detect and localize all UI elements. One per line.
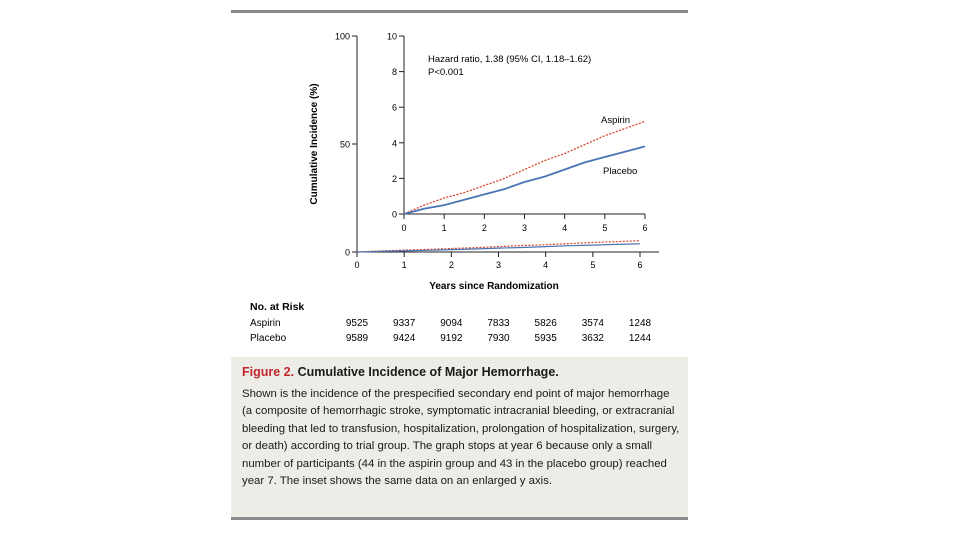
bottom-rule	[231, 517, 688, 520]
risk-value-placebo: 5935	[535, 333, 558, 344]
inset-x-tick-label: 2	[482, 223, 487, 233]
risk-value-aspirin: 5826	[535, 318, 558, 329]
main-x-tick-label: 4	[543, 260, 548, 270]
p-value-annotation: P<0.001	[428, 67, 464, 78]
risk-value-placebo: 9424	[393, 333, 416, 344]
inset-x-tick-label: 5	[602, 223, 607, 233]
inset-x-tick-label: 1	[442, 223, 447, 233]
risk-table-title: No. at Risk	[250, 301, 304, 313]
inset-y-tick-label: 8	[392, 67, 397, 77]
inset-series-line-placebo	[403, 145, 646, 215]
risk-row-label-placebo: Placebo	[250, 333, 287, 344]
inset-x-tick-label: 0	[401, 223, 406, 233]
risk-value-placebo: 1244	[629, 333, 652, 344]
figure-caption: Figure 2. Cumulative Incidence of Major …	[231, 357, 688, 517]
inset-y-tick-label: 2	[392, 174, 397, 184]
caption-body: Shown is the incidence of the prespecifi…	[242, 388, 680, 488]
main-x-tick-label: 1	[402, 260, 407, 270]
risk-value-aspirin: 9337	[393, 318, 416, 329]
risk-value-placebo: 9192	[440, 333, 463, 344]
inset-series-line-aspirin	[403, 120, 646, 215]
inset-x-tick-label: 6	[642, 223, 647, 233]
inset-y-tick-label: 0	[392, 210, 397, 220]
placebo-series-label: Placebo	[603, 166, 637, 177]
risk-value-aspirin: 1248	[629, 318, 652, 329]
main-y-tick-label: 0	[345, 248, 350, 258]
risk-value-placebo: 3632	[582, 333, 605, 344]
risk-row-label-aspirin: Aspirin	[250, 318, 281, 329]
aspirin-series-label: Aspirin	[601, 115, 630, 126]
risk-value-placebo: 7930	[487, 333, 510, 344]
main-x-tick-label: 3	[496, 260, 501, 270]
main-x-tick-label: 0	[354, 260, 359, 270]
inset-y-tick-label: 6	[392, 103, 397, 113]
caption-title: Figure 2. Cumulative Incidence of Major …	[242, 365, 559, 379]
y-axis-label: Cumulative Incidence (%)	[309, 83, 320, 204]
main-series-line-placebo	[356, 243, 641, 253]
risk-value-aspirin: 3574	[582, 318, 605, 329]
risk-value-aspirin: 9094	[440, 318, 463, 329]
inset-x-tick-label: 4	[562, 223, 567, 233]
x-axis-label: Years since Randomization	[429, 281, 559, 292]
main-y-tick-label: 100	[335, 32, 350, 42]
inset-x-tick-label: 3	[522, 223, 527, 233]
risk-value-aspirin: 7833	[487, 318, 510, 329]
main-x-tick-label: 2	[449, 260, 454, 270]
hazard-ratio-annotation: Hazard ratio, 1.38 (95% CI, 1.18–1.62)	[428, 54, 591, 65]
main-series-line-aspirin	[356, 240, 641, 253]
inset-y-tick-label: 4	[392, 138, 397, 148]
risk-value-placebo: 9589	[346, 333, 369, 344]
risk-value-aspirin: 9525	[346, 318, 369, 329]
caption-figure-label: Figure 2.	[242, 365, 295, 379]
top-rule	[231, 10, 688, 13]
main-y-tick-label: 50	[340, 140, 350, 150]
caption-title-text: Cumulative Incidence of Major Hemorrhage…	[297, 365, 559, 379]
main-x-tick-label: 6	[637, 260, 642, 270]
main-x-tick-label: 5	[590, 260, 595, 270]
inset-y-tick-label: 10	[387, 32, 397, 42]
